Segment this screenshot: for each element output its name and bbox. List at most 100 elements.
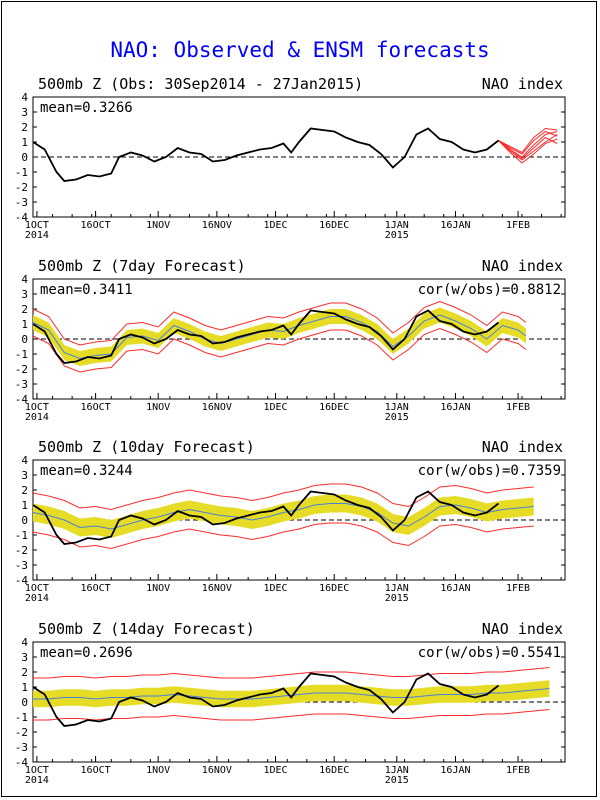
panel-1-xtick-sublabel: 2014: [25, 230, 49, 241]
panel-1-ytick-label: 2: [21, 121, 28, 134]
panel-3-ytick-label: 3: [21, 469, 28, 482]
panel-1-ytick-label: 3: [21, 106, 28, 119]
panel-2-lower-bound: [32, 327, 527, 373]
panel-4-ytick-label: -2: [15, 726, 28, 739]
panel-1-xtick-sublabel: 2015: [385, 230, 409, 241]
panel-1-ensemble-member: [498, 138, 558, 164]
panel-3-xtick-sublabel: 2014: [25, 593, 49, 604]
panel-1-ensemble-member: [498, 136, 558, 160]
panel-1-ytick-label: -3: [15, 196, 28, 209]
panel-3-xtick-label: 1DEC: [263, 583, 287, 594]
panel-4-spread-band: [33, 680, 550, 708]
panel-1-xtick-label: 1NOV: [146, 220, 170, 231]
panel-4-xtick-label: 1OCT: [25, 765, 49, 776]
panel-1-ensemble-member: [498, 134, 558, 161]
panel-2-mean-label: mean=0.3411: [40, 282, 133, 298]
panel-2-xtick-label: 1DEC: [263, 402, 287, 413]
panel-4-mean-label: mean=0.2696: [40, 645, 133, 661]
panel-2-xtick-label: 16OCT: [81, 402, 111, 413]
panel-2-spread-band: [33, 307, 526, 366]
panel-3-xtick-label: 1FEB: [506, 583, 530, 594]
panel-3-left-title: 500mb Z (10day Forecast): [38, 438, 255, 456]
panel-4-xtick-label: 1NOV: [146, 765, 170, 776]
panel-1-ytick-label: 0: [21, 151, 28, 164]
panel-2-xtick-sublabel: 2015: [385, 412, 409, 423]
panel-4-xtick-label: 16DEC: [319, 765, 349, 776]
panel-3-xtick-label: 16JAN: [440, 583, 470, 594]
panel-1-right-title: NAO index: [481, 75, 563, 93]
panel-4-ytick-label: -4: [15, 756, 29, 769]
panel-2-xtick-label: 16JAN: [440, 402, 470, 413]
panel-1-mean-label: mean=0.3266: [40, 100, 133, 116]
panel-2-ytick-label: 1: [21, 318, 28, 331]
panel-1-xtick-label: 1FEB: [506, 220, 530, 231]
panel-4-xtick-label: 1JAN: [385, 765, 409, 776]
panel-1-ensemble-member: [498, 127, 558, 154]
panel-1-xtick-label: 16JAN: [440, 220, 470, 231]
panel-3-ytick-label: 4: [21, 454, 28, 467]
panel-1-xtick-label: 1JAN: [385, 220, 409, 231]
panel-3-ytick-label: 2: [21, 484, 28, 497]
panel-1-xtick-label: 1DEC: [263, 220, 287, 231]
panel-3-upper-bound: [32, 483, 534, 511]
panel-3-xtick-label: 16NOV: [202, 583, 232, 594]
panel-2-ytick-label: -4: [15, 393, 29, 406]
panel-1-xtick-label: 16NOV: [202, 220, 232, 231]
panel-3-cor-label: cor(w/obs)=0.7359: [418, 463, 561, 479]
panel-1-ytick-label: -1: [15, 166, 28, 179]
panel-2-xtick-label: 1FEB: [506, 402, 530, 413]
panel-4-ytick-label: 2: [21, 666, 28, 679]
panel-1-ytick-label: -4: [15, 211, 29, 224]
panel-3-right-title: NAO index: [481, 438, 563, 456]
panel-4-xtick-label: 16JAN: [440, 765, 470, 776]
panel-2-xtick-sublabel: 2014: [25, 412, 49, 423]
panel-3-xtick-label: 16OCT: [81, 583, 111, 594]
panel-3-xtick-label: 1JAN: [385, 583, 409, 594]
panel-2-xtick-label: 16DEC: [319, 402, 349, 413]
panel-2-ytick-label: 3: [21, 288, 28, 301]
panel-2-ytick-label: 0: [21, 333, 28, 346]
panel-4-lower-bound: [33, 709, 550, 721]
panel-3-mean-label: mean=0.3244: [40, 463, 133, 479]
panel-1-ytick-label: 1: [21, 136, 28, 149]
panel-3-ytick-label: -2: [15, 544, 28, 557]
panel-1-xtick-label: 1OCT: [25, 220, 49, 231]
panel-4-ytick-label: -3: [15, 741, 28, 754]
panel-4-xtick-sublabel: 2014: [25, 775, 49, 786]
panel-4-xtick-label: 1DEC: [263, 765, 287, 776]
panel-1-left-title: 500mb Z (Obs: 30Sep2014 - 27Jan2015): [38, 75, 364, 93]
panel-4-observed-line: [32, 672, 500, 727]
panel-4-xtick-label: 16NOV: [202, 765, 232, 776]
panel-1-xtick-label: 16OCT: [81, 220, 111, 231]
panel-3-xtick-sublabel: 2015: [385, 593, 409, 604]
panel-2-ytick-label: 2: [21, 303, 28, 316]
panel-1-ytick-label: 4: [21, 91, 28, 104]
panel-4-ytick-label: -1: [15, 711, 28, 724]
panel-2-left-title: 500mb Z (7day Forecast): [38, 257, 246, 275]
panel-4-cor-label: cor(w/obs)=0.5541: [418, 645, 561, 661]
panel-3-ytick-label: 1: [21, 499, 28, 512]
panel-3-ytick-label: 0: [21, 514, 28, 527]
panel-4-xtick-sublabel: 2015: [385, 775, 409, 786]
panel-4-ytick-label: 1: [21, 681, 28, 694]
panel-3-xtick-label: 1NOV: [146, 583, 170, 594]
panel-2-right-title: NAO index: [481, 257, 563, 275]
panel-2-upper-bound: [32, 300, 527, 346]
panel-2-xtick-label: 1OCT: [25, 402, 49, 413]
panel-4-upper-bound: [33, 667, 550, 679]
panel-2-xtick-label: 1JAN: [385, 402, 409, 413]
panel-2-ensemble-mean-line: [32, 314, 527, 360]
panel-3-lower-bound: [32, 522, 534, 550]
panel-3-ytick-label: -3: [15, 559, 28, 572]
panel-4-ytick-label: 0: [21, 696, 28, 709]
panel-3-xtick-label: 16DEC: [319, 583, 349, 594]
panel-1-ensemble-member: [498, 130, 558, 155]
panel-4-xtick-label: 1FEB: [506, 765, 530, 776]
panel-4-ytick-label: 4: [21, 636, 28, 649]
panel-1-xtick-label: 16DEC: [319, 220, 349, 231]
panel-2-ytick-label: -1: [15, 348, 28, 361]
panel-2-ytick-label: -2: [15, 363, 28, 376]
panel-2-ytick-label: 4: [21, 273, 28, 286]
